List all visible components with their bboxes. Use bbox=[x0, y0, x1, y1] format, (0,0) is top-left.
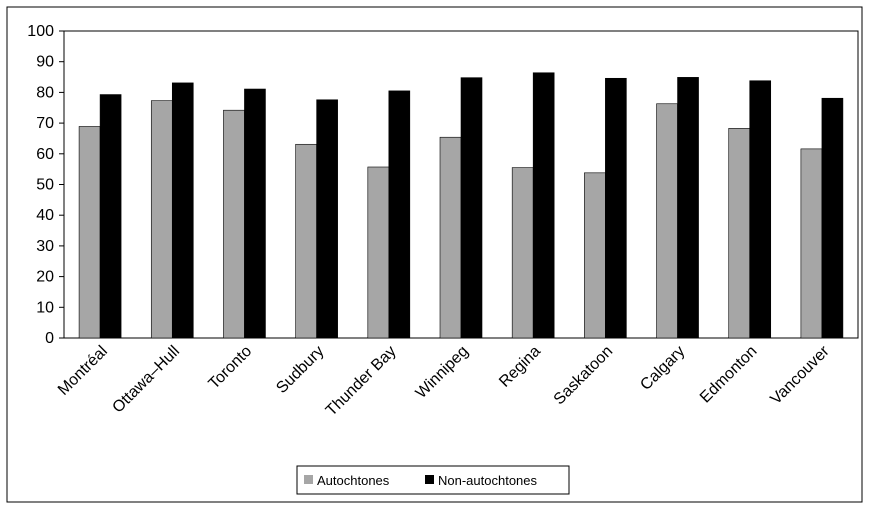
bar-non-autochtones bbox=[171, 82, 194, 339]
bar-non-autochtones bbox=[99, 94, 122, 339]
bar-autochtones bbox=[367, 166, 390, 339]
y-tick-label: 100 bbox=[27, 23, 54, 40]
y-tick-label: 40 bbox=[36, 207, 54, 224]
y-tick-label: 30 bbox=[36, 238, 54, 255]
bar-autochtones bbox=[511, 167, 534, 339]
bar-non-autochtones bbox=[821, 97, 844, 339]
bars bbox=[78, 72, 844, 339]
bar-non-autochtones bbox=[677, 77, 699, 339]
bar-non-autochtones bbox=[460, 77, 483, 339]
bar-autochtones bbox=[223, 109, 245, 339]
bar-autochtones bbox=[150, 100, 173, 339]
y-tick-label: 50 bbox=[36, 177, 54, 194]
legend: Autochtones Non-autochtones bbox=[296, 465, 570, 495]
y-tick-label: 90 bbox=[36, 54, 54, 71]
bar-non-autochtones bbox=[244, 88, 266, 339]
bar-autochtones bbox=[439, 136, 462, 339]
bar-non-autochtones bbox=[605, 77, 627, 339]
bar-non-autochtones bbox=[316, 99, 338, 339]
y-tick-label: 0 bbox=[45, 330, 54, 347]
bar-non-autochtones bbox=[532, 72, 555, 339]
y-tick-label: 20 bbox=[36, 269, 54, 286]
y-tick-label: 10 bbox=[36, 299, 54, 316]
bar-non-autochtones bbox=[388, 90, 411, 339]
bar-autochtones bbox=[295, 143, 317, 339]
bar-autochtones bbox=[728, 128, 751, 339]
legend-label-autochtones: Autochtones bbox=[317, 473, 390, 488]
bar-autochtones bbox=[800, 148, 823, 339]
y-tick-label: 70 bbox=[36, 115, 54, 132]
legend-swatch-autochtones bbox=[304, 475, 313, 484]
bar-autochtones bbox=[78, 126, 101, 339]
bar-autochtones bbox=[584, 172, 606, 339]
legend-label-non-autochtones: Non-autochtones bbox=[438, 473, 538, 488]
bar-non-autochtones bbox=[749, 80, 772, 339]
legend-swatch-non-autochtones bbox=[425, 475, 434, 484]
y-tick-label: 60 bbox=[36, 146, 54, 163]
y-axis: 0 10 20 30 40 50 60 70 80 90 100 bbox=[27, 23, 64, 347]
bar-autochtones bbox=[656, 103, 678, 339]
y-tick-label: 80 bbox=[36, 84, 54, 101]
